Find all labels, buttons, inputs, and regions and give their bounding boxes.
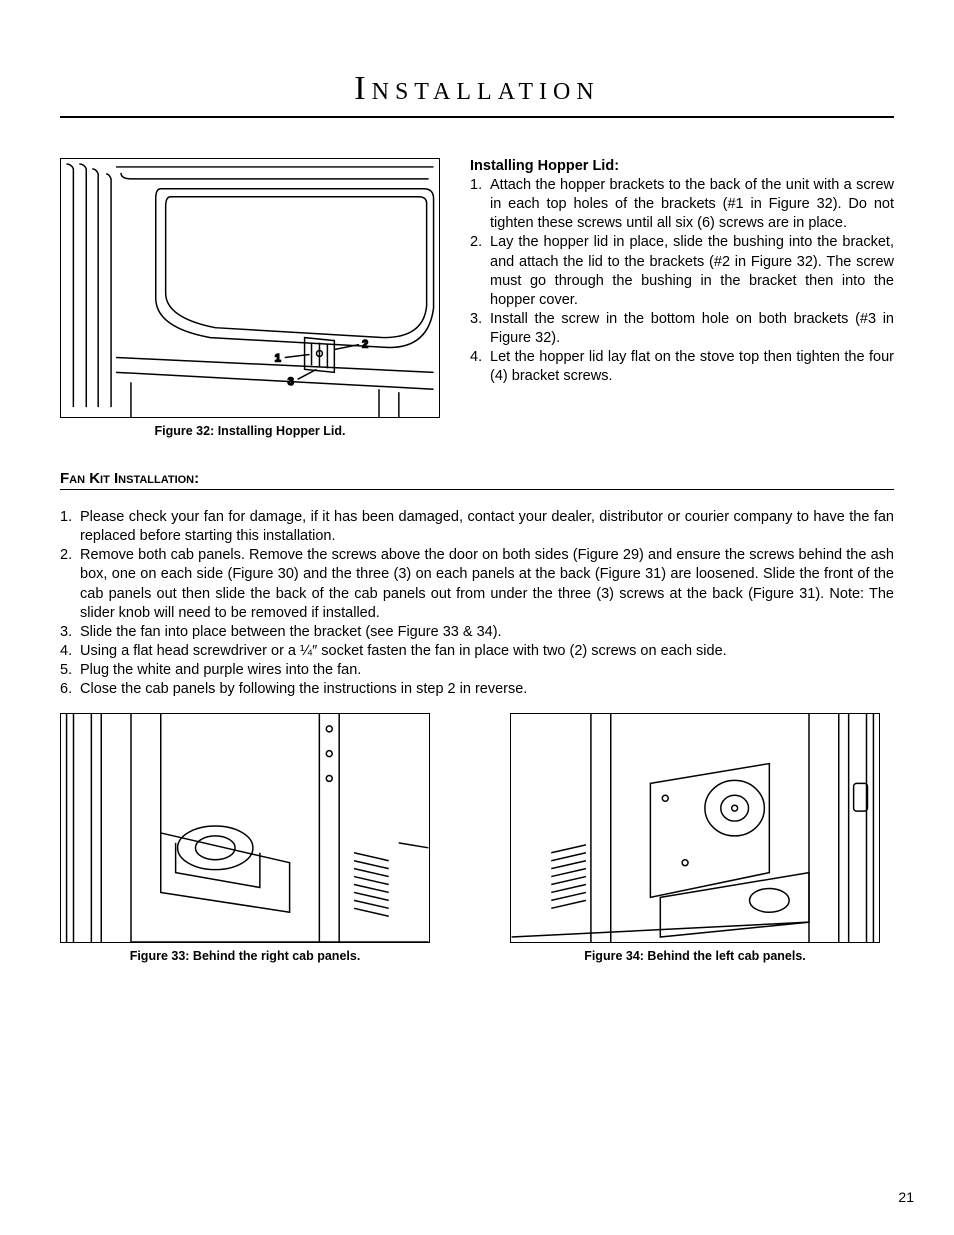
hopper-steps: 1.Attach the hopper brackets to the back… [470,176,894,386]
step-text: Please check your fan for damage, if it … [80,508,894,546]
callout-1: 1 [275,352,281,364]
hopper-instructions: Installing Hopper Lid: 1.Attach the hopp… [470,158,894,438]
step-number: 4. [60,642,80,661]
step-number: 3. [470,310,490,348]
figure-32-block: 1 2 3 Figure 32: Installing Hopper Lid. [60,158,440,438]
step-number: 1. [60,508,80,546]
hopper-heading: Installing Hopper Lid: [470,158,894,174]
step-text: Slide the fan into place between the bra… [80,623,894,642]
figure-34-image [510,713,880,943]
step-number: 3. [60,623,80,642]
figure-33-caption: Figure 33: Behind the right cab panels. [60,949,430,963]
figure-33-block: Figure 33: Behind the right cab panels. [60,713,430,963]
step-text: Close the cab panels by following the in… [80,680,894,699]
bottom-figures: Figure 33: Behind the right cab panels. [60,713,894,963]
step-text: Let the hopper lid lay flat on the stove… [490,348,894,386]
step-number: 2. [470,233,490,310]
step-number: 6. [60,680,80,699]
step-number: 1. [470,176,490,233]
figure-34-caption: Figure 34: Behind the left cab panels. [510,949,880,963]
step-text: Install the screw in the bottom hole on … [490,310,894,348]
step-number: 2. [60,546,80,623]
step-text: Plug the white and purple wires into the… [80,661,894,680]
fan-heading: Fan Kit Installation: [60,470,894,490]
step-text: Using a flat head screwdriver or a ¼″ so… [80,642,894,661]
figure-33-image [60,713,430,943]
page-number: 21 [898,1189,914,1205]
step-number: 5. [60,661,80,680]
figure-34-block: Figure 34: Behind the left cab panels. [510,713,880,963]
callout-2: 2 [362,339,368,351]
figure-32-caption: Figure 32: Installing Hopper Lid. [60,424,440,438]
step-text: Lay the hopper lid in place, slide the b… [490,233,894,310]
fan-steps: 1.Please check your fan for damage, if i… [60,508,894,699]
hopper-section: 1 2 3 Figure 32: Installing Hopper Lid. … [60,158,894,438]
step-text: Attach the hopper brackets to the back o… [490,176,894,233]
page-title: Installation [60,70,894,118]
callout-3: 3 [288,376,294,388]
figure-32-image: 1 2 3 [60,158,440,418]
step-text: Remove both cab panels. Remove the screw… [80,546,894,623]
step-number: 4. [470,348,490,386]
